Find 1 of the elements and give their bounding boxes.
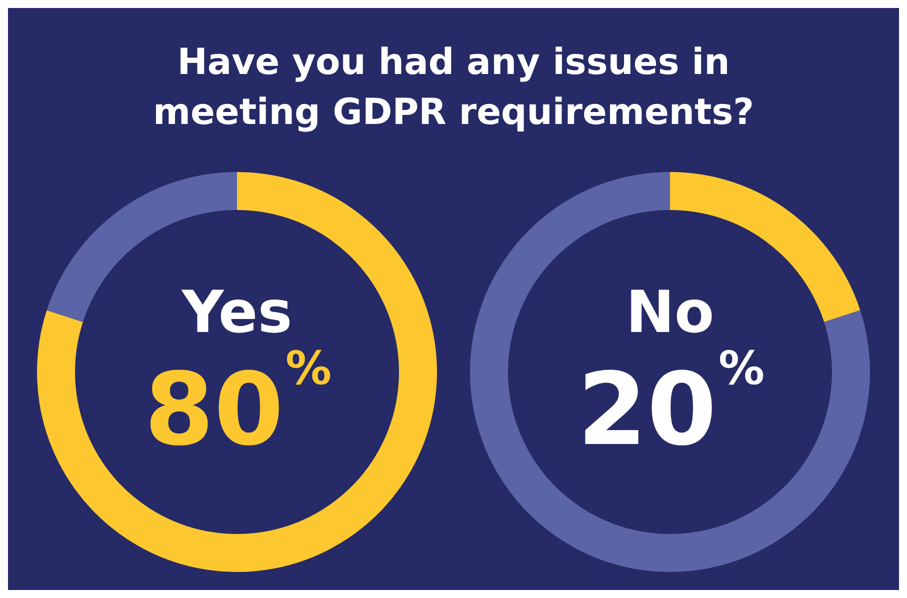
chart-title: Have you had any issues in meeting GDPR requirements? xyxy=(152,41,756,135)
